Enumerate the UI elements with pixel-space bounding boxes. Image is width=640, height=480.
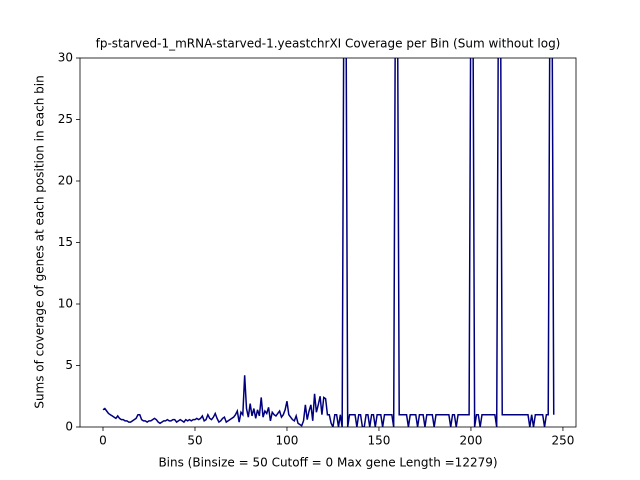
x-tick-label: 150 bbox=[368, 434, 391, 448]
plot-area bbox=[102, 58, 555, 427]
y-tick-label: 10 bbox=[58, 297, 73, 311]
y-tick-label: 20 bbox=[58, 174, 73, 188]
x-tick-label: 100 bbox=[276, 434, 299, 448]
x-axis-label: Bins (Binsize = 50 Cutoff = 0 Max gene L… bbox=[158, 456, 497, 470]
y-tick-label: 0 bbox=[65, 420, 73, 434]
y-tick-label: 5 bbox=[65, 358, 73, 372]
x-tick-label: 0 bbox=[99, 434, 107, 448]
y-tick-label: 15 bbox=[58, 235, 73, 249]
y-tick-label: 25 bbox=[58, 112, 73, 126]
x-tick-label: 250 bbox=[551, 434, 574, 448]
data-line bbox=[102, 58, 555, 427]
x-tick-label: 200 bbox=[459, 434, 482, 448]
x-tick-label: 50 bbox=[187, 434, 202, 448]
y-axis-label: Sums of coverage of genes at each positi… bbox=[33, 75, 47, 408]
y-tick-label: 30 bbox=[58, 51, 73, 65]
chart-title: fp-starved-1_mRNA-starved-1.yeastchrXI C… bbox=[96, 37, 561, 51]
